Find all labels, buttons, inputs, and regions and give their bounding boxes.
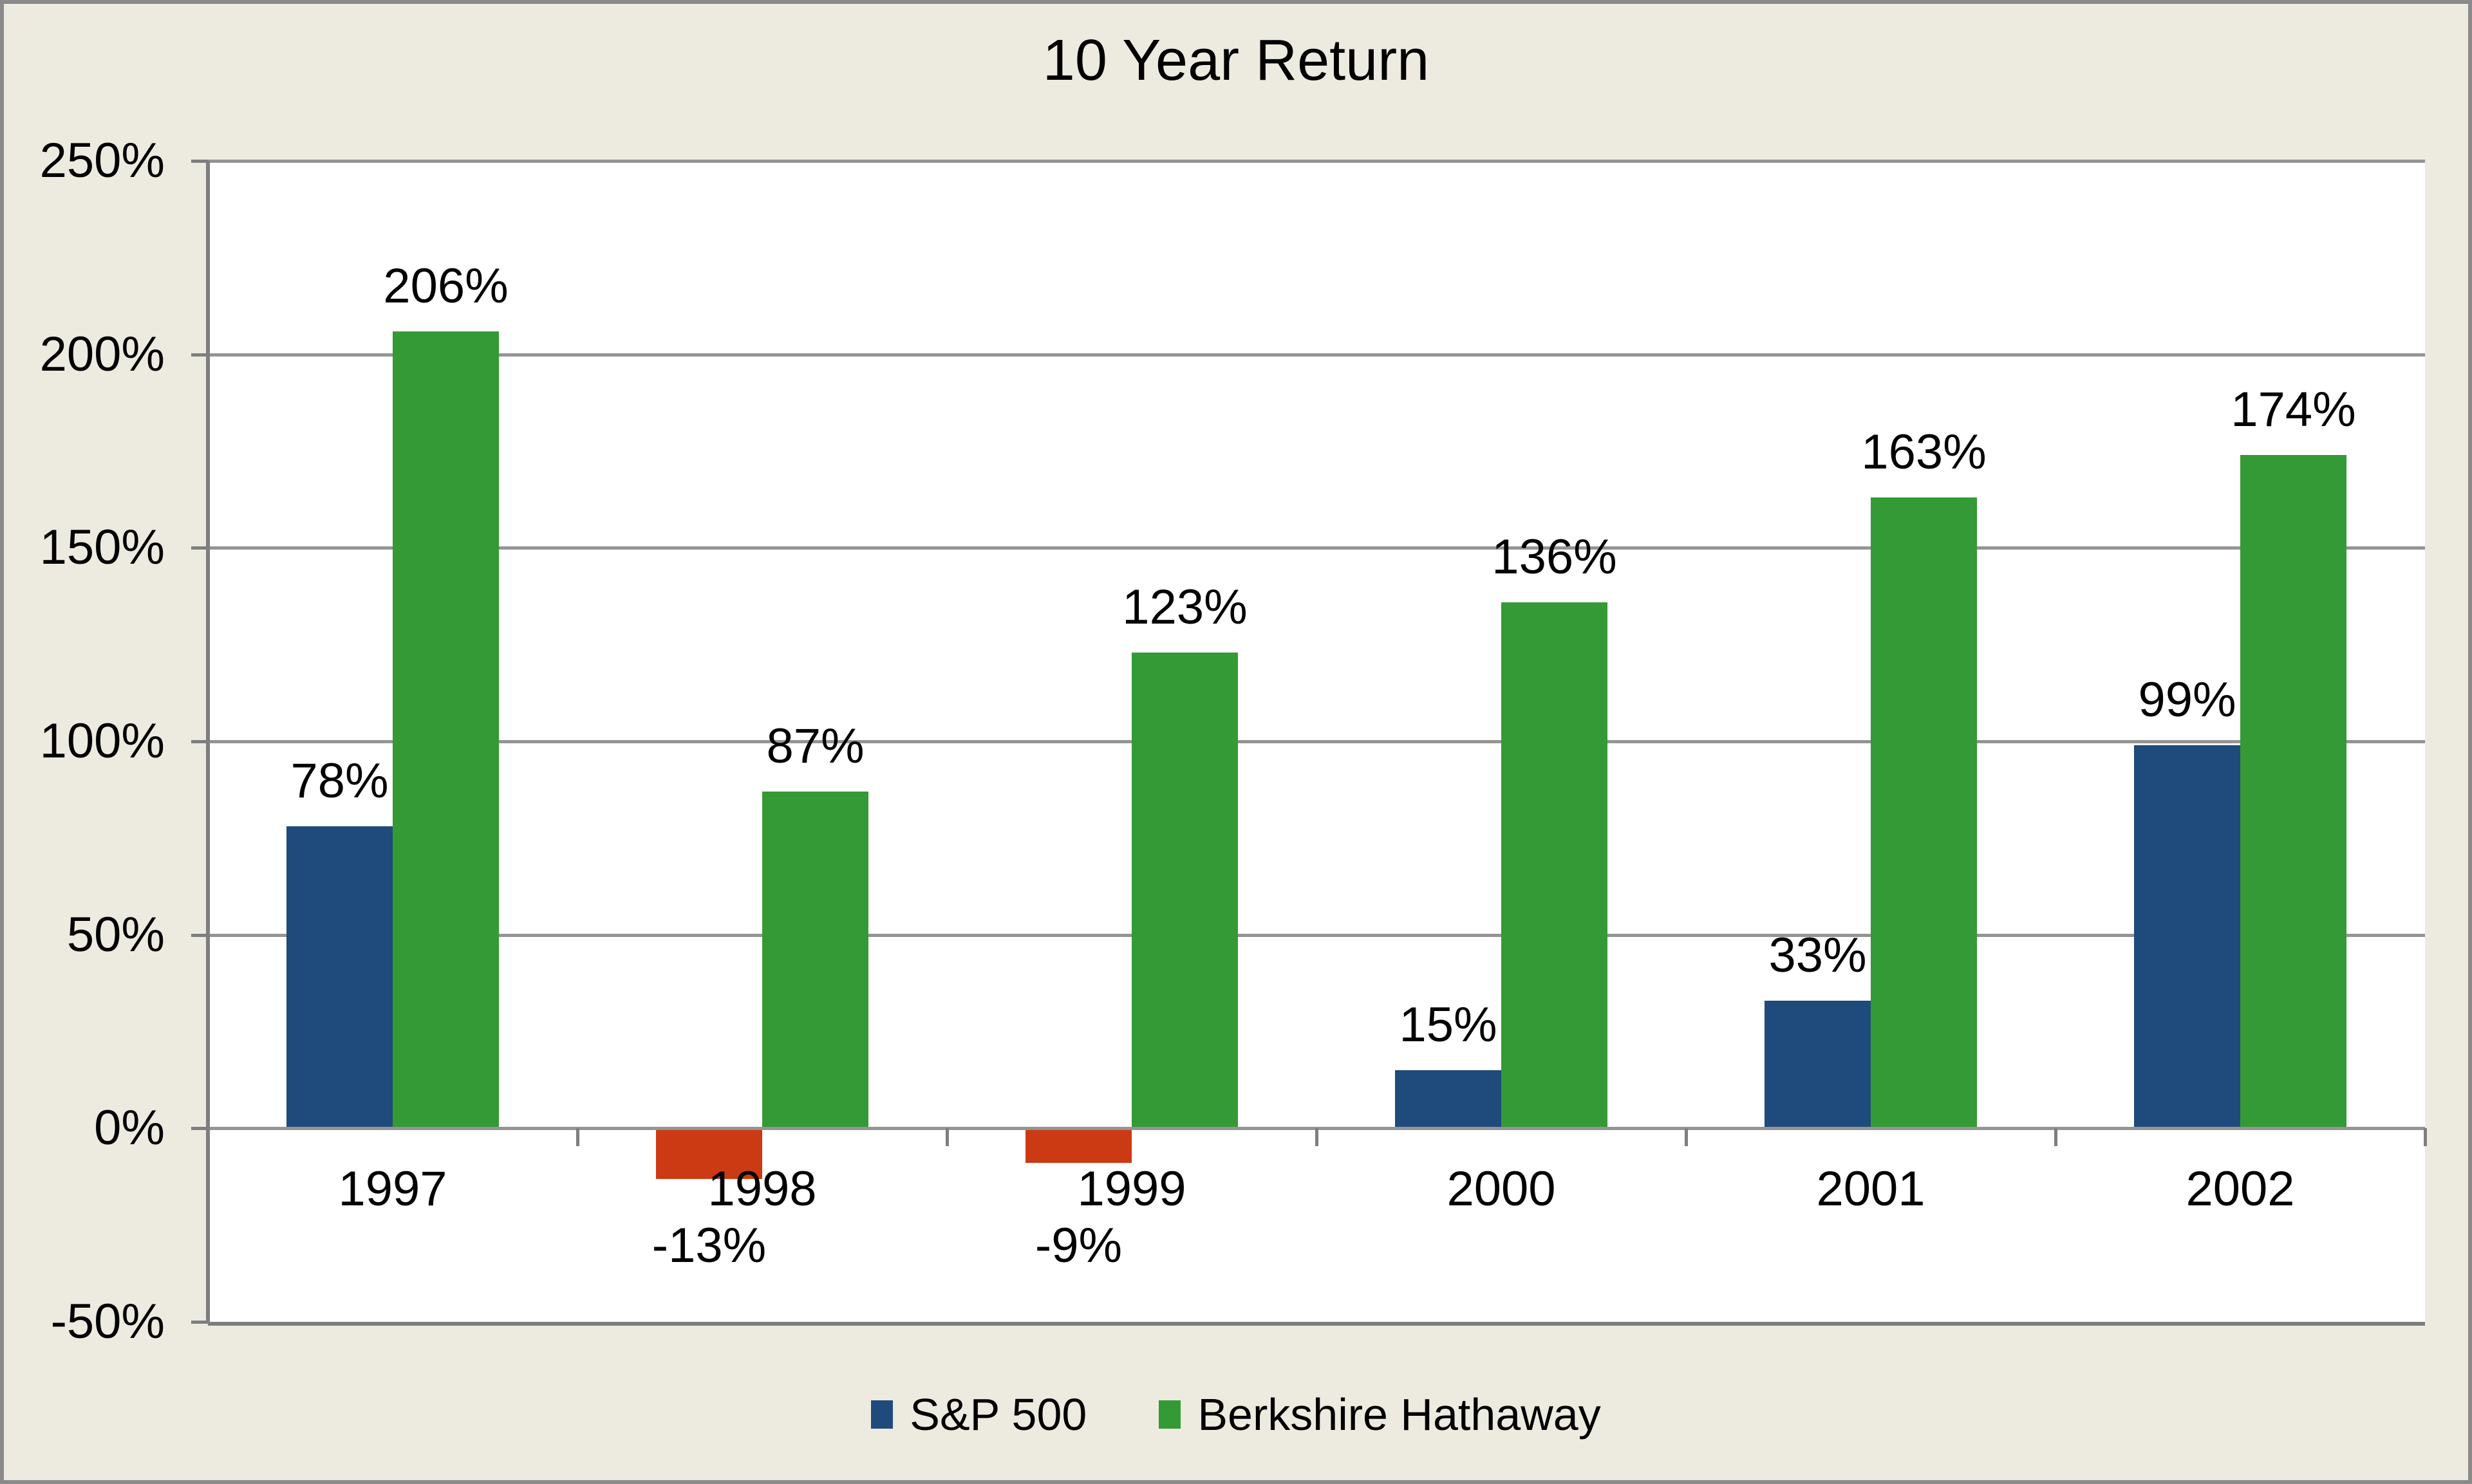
value-label-berkshire-hathaway-1999: 123%	[1122, 579, 1248, 635]
x-axis-label-1997: 1997	[338, 1162, 447, 1216]
y-axis-tick-200	[191, 353, 208, 357]
legend-item-berkshire-hathaway[interactable]: Berkshire Hathaway	[1159, 1389, 1601, 1440]
bar-berkshire-hathaway-1998[interactable]	[762, 792, 868, 1129]
gridline--50	[208, 1322, 2425, 1326]
x-axis-tick-3	[1315, 1128, 1318, 1147]
y-axis-label-150: 150%	[39, 520, 165, 575]
bar-berkshire-hathaway-2000[interactable]	[1501, 602, 1607, 1129]
y-axis-tick-100	[191, 740, 208, 743]
value-label-berkshire-hathaway-1998: 87%	[766, 719, 865, 774]
x-axis-label-1999: 1999	[1077, 1162, 1186, 1216]
x-axis-tick-2	[946, 1128, 949, 1147]
x-axis-label-1998: 1998	[707, 1162, 817, 1216]
gridline-50	[208, 933, 2425, 937]
bar-s-p-500-1999[interactable]	[1025, 1128, 1132, 1164]
x-axis-tick-6	[2424, 1128, 2427, 1147]
y-axis-tick-150	[191, 546, 208, 550]
legend-marker-sp500-icon	[871, 1400, 894, 1429]
y-axis-tick--50	[191, 1321, 208, 1324]
bar-berkshire-hathaway-2001[interactable]	[1871, 497, 1977, 1129]
value-label-s-p-500-2001: 33%	[1768, 927, 1867, 983]
value-label-berkshire-hathaway-2001: 163%	[1861, 425, 1987, 480]
legend-label-sp500: S&P 500	[910, 1389, 1087, 1440]
x-axis-label-2002: 2002	[2186, 1162, 2295, 1216]
bar-berkshire-hathaway-1997[interactable]	[393, 331, 499, 1129]
legend-marker-berkshire-hathaway-icon	[1159, 1400, 1181, 1429]
gridline-100	[208, 740, 2425, 743]
y-axis-label-200: 200%	[39, 326, 165, 382]
y-axis-label-100: 100%	[39, 714, 165, 768]
value-label-berkshire-hathaway-2000: 136%	[1492, 529, 1617, 584]
x-axis-tick-5	[2054, 1128, 2057, 1147]
bar-s-p-500-1998[interactable]	[656, 1128, 762, 1179]
y-axis-tick-50	[191, 933, 208, 937]
bar-s-p-500-2000[interactable]	[1395, 1070, 1501, 1129]
legend: S&P 500 Berkshire Hathaway	[0, 1381, 2472, 1448]
chart-title[interactable]: 10 Year Return	[1042, 28, 1430, 93]
bar-s-p-500-2001[interactable]	[1765, 1000, 1871, 1129]
value-label-s-p-500-1999: -9%	[1035, 1218, 1123, 1273]
value-label-berkshire-hathaway-1997: 206%	[383, 258, 509, 313]
bar-s-p-500-1997[interactable]	[286, 826, 393, 1129]
gridline-150	[208, 546, 2425, 550]
gridline-250	[208, 160, 2425, 163]
x-axis-tick-1	[576, 1128, 579, 1147]
bar-berkshire-hathaway-1999[interactable]	[1132, 652, 1238, 1129]
bar-berkshire-hathaway-2002[interactable]	[2240, 455, 2346, 1129]
y-axis-label-250: 250%	[39, 133, 165, 188]
value-label-s-p-500-2000: 15%	[1399, 997, 1497, 1053]
value-label-s-p-500-1997: 78%	[290, 754, 389, 809]
x-axis-tick-4	[1685, 1128, 1688, 1147]
y-axis-label-50: 50%	[66, 907, 165, 962]
y-axis-label--50: -50%	[50, 1294, 165, 1349]
y-axis-tick-250	[191, 160, 208, 163]
bar-s-p-500-2002[interactable]	[2134, 745, 2240, 1129]
gridline-200	[208, 353, 2425, 357]
value-label-s-p-500-2002: 99%	[2138, 672, 2236, 727]
y-axis-label-0: 0%	[94, 1100, 165, 1156]
legend-item-sp500[interactable]: S&P 500	[871, 1389, 1087, 1440]
legend-label-berkshire-hathaway: Berkshire Hathaway	[1197, 1389, 1601, 1440]
value-label-s-p-500-1998: -13%	[651, 1218, 767, 1273]
y-axis-line	[206, 161, 210, 1324]
x-axis-label-2000: 2000	[1447, 1162, 1556, 1216]
y-axis-tick-0	[191, 1127, 208, 1131]
value-label-berkshire-hathaway-2002: 174%	[2231, 382, 2356, 437]
x-axis-label-2001: 2001	[1816, 1162, 1925, 1216]
x-axis-tick-0	[207, 1128, 210, 1147]
